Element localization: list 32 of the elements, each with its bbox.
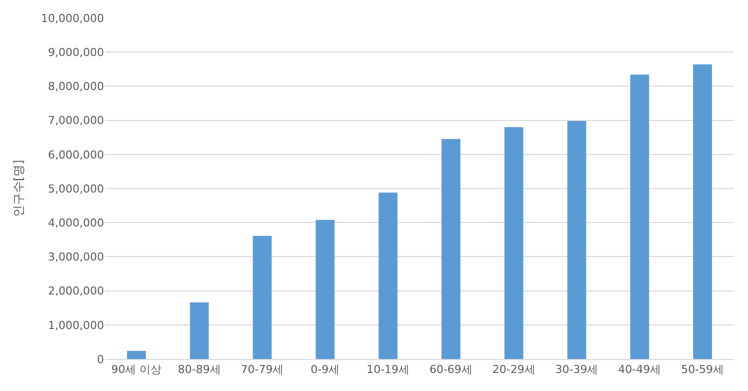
x-tick-label: 60-69세: [429, 363, 472, 376]
x-tick-label: 0-9세: [310, 363, 340, 376]
x-tick-label: 30-39세: [555, 363, 598, 376]
bar: [442, 139, 460, 359]
y-tick-label: 5,000,000: [48, 182, 104, 196]
bar: [252, 236, 272, 359]
y-tick-label: 10,000,000: [41, 12, 104, 25]
x-tick-label: 90세 이상: [111, 363, 162, 376]
y-tick-label: 8,000,000: [48, 80, 104, 94]
y-tick-label: 4,000,000: [48, 216, 104, 230]
bar: [693, 64, 712, 359]
y-axis-title: 인구수[명]: [11, 160, 26, 218]
x-tick-label: 50-59세: [681, 363, 724, 376]
y-tick-label: 2,000,000: [48, 284, 104, 298]
y-tick-label: 3,000,000: [48, 250, 104, 264]
x-tick-label: 70-79세: [240, 363, 284, 376]
y-tick-label: 7,000,000: [48, 114, 104, 128]
bar: [504, 127, 524, 359]
x-tick-label: 40-49세: [618, 363, 662, 376]
bar: [127, 350, 146, 359]
bar: [378, 192, 398, 359]
x-tick-label: 10-19세: [366, 363, 410, 376]
y-tick-label: 9,000,000: [48, 46, 104, 59]
x-tick-label: 20-29세: [492, 363, 536, 376]
bar: [630, 74, 650, 359]
bar: [190, 302, 209, 359]
y-tick-label: 0: [97, 352, 104, 366]
bar: [316, 220, 335, 359]
bar: [567, 120, 586, 359]
x-tick-label: 80-89세: [178, 363, 221, 376]
y-tick-label: 1,000,000: [48, 318, 104, 332]
y-tick-label: 6,000,000: [48, 148, 104, 162]
